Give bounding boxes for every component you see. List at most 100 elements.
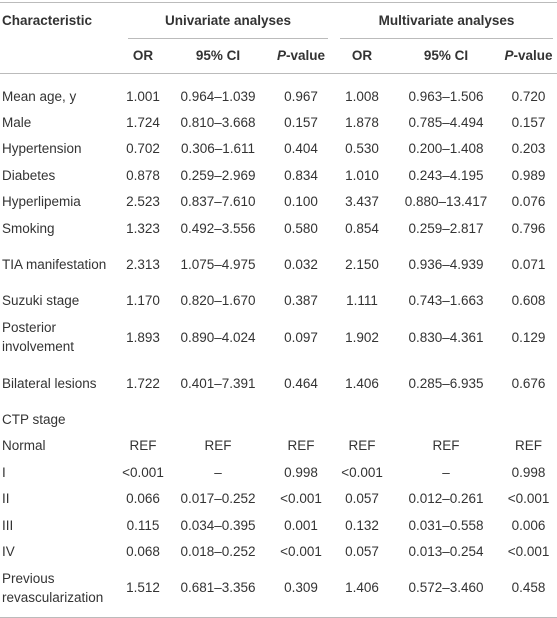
table-row: CTP stage: [0, 406, 557, 433]
cell: 0.309: [284, 580, 318, 596]
cell: 0.676: [511, 375, 546, 391]
cell: 0.837–7.610: [180, 194, 256, 210]
cell: <0.001: [341, 464, 383, 480]
cell: 0.834: [284, 167, 318, 183]
cell: 1.008: [345, 88, 379, 104]
table-row: III 0.115 0.034–0.395 0.001 0.132 0.031–0.558…: [0, 512, 557, 539]
table-row: Hyperlipemia 2.523 0.837–7.610 0.100 3.437 0.…: [0, 189, 557, 216]
cell: 0.998: [511, 464, 546, 480]
empty-cell: [166, 406, 270, 433]
cell: 0.702: [126, 141, 160, 157]
cell: 0.963–1.506: [408, 88, 484, 104]
table-row: Smoking 1.323 0.492–3.556 0.580 0.854 0.259–2…: [0, 215, 557, 242]
cell: 0.132: [345, 517, 379, 533]
row-label: Normal: [2, 438, 46, 454]
cell: 2.523: [126, 194, 160, 210]
cell: <0.001: [507, 491, 550, 507]
group-label: Multivariate analyses: [340, 3, 554, 39]
table-header: Characteristic Univariate analyses Multiva…: [0, 3, 557, 73]
empty-cell: [392, 406, 500, 433]
cell: –: [214, 464, 222, 480]
row-label: CTP stage: [2, 411, 66, 427]
table-row: TIA manifestation 2.313 1.075–4.975 0.032 2.…: [0, 242, 557, 288]
cell: 0.001: [284, 517, 318, 533]
row-label: Mean age, y: [2, 88, 77, 104]
cell: REF: [204, 438, 232, 454]
column-header: 95% CI: [423, 48, 469, 64]
cell: 0.006: [511, 517, 546, 533]
table-row: Suzuki stage 1.170 0.820–1.670 0.387 1.111 0.…: [0, 288, 557, 315]
table-row: Previous revascularization 1.512 0.681–3.3…: [0, 565, 557, 617]
cell: 0.200–1.408: [408, 141, 484, 157]
cell: 0.068: [126, 544, 160, 560]
column-header: OR: [132, 48, 154, 64]
cell: 0.013–0.254: [408, 544, 484, 560]
cell: 0.810–3.668: [180, 114, 256, 130]
table-row: II 0.066 0.017–0.252 <0.001 0.057 0.012–0.261…: [0, 486, 557, 513]
cell: 0.076: [511, 194, 546, 210]
empty-cell: [120, 406, 166, 433]
cell: 0.285–6.935: [408, 375, 484, 391]
cell: <0.001: [507, 544, 550, 560]
column-header-italic: P: [504, 48, 514, 64]
row-label: Male: [2, 114, 32, 130]
cell: 0.580: [284, 220, 318, 236]
table-row: I <0.001 – 0.998 <0.001 – 0.998: [0, 459, 557, 486]
cell: 0.820–1.670: [180, 293, 256, 309]
cell: 0.796: [511, 220, 546, 236]
column-header-italic: P: [276, 48, 286, 64]
cell: 0.785–4.494: [408, 114, 484, 130]
cell: 1.010: [345, 167, 379, 183]
cell: 0.464: [284, 375, 318, 391]
group-header: Univariate analyses: [120, 3, 332, 39]
cell: 0.097: [284, 329, 318, 345]
column-header: 95% CI: [195, 48, 241, 64]
cell: 0.017–0.252: [180, 491, 256, 507]
cell: 0.967: [284, 88, 318, 104]
cell: 1.878: [345, 114, 379, 130]
cell: 0.018–0.252: [180, 544, 256, 560]
cell: 0.989: [511, 167, 546, 183]
cell: 0.492–3.556: [180, 220, 256, 236]
cell: REF: [348, 438, 376, 454]
cell: 1.512: [126, 580, 160, 596]
cell: 0.066: [126, 491, 160, 507]
table-row: Hypertension 0.702 0.306–1.611 0.404 0.530 0.…: [0, 136, 557, 163]
cell: 0.404: [284, 141, 318, 157]
row-label: Diabetes: [2, 167, 56, 183]
cell: 3.437: [345, 194, 379, 210]
cell: <0.001: [280, 491, 322, 507]
cell: 0.032: [284, 257, 318, 272]
cell: 1.893: [126, 329, 160, 345]
empty-cell: [332, 406, 392, 433]
cell: 1.111: [346, 293, 378, 309]
cell: 0.157: [284, 114, 318, 130]
cell: 0.157: [511, 114, 546, 130]
cell: 0.100: [284, 194, 318, 210]
table-row: IV 0.068 0.018–0.252 <0.001 0.057 0.013–0.254…: [0, 539, 557, 566]
cell: 0.057: [345, 544, 379, 560]
cell: 0.115: [126, 517, 160, 533]
cell: 1.722: [126, 375, 160, 391]
cell: 0.964–1.039: [180, 88, 256, 104]
table-row: Bilateral lesions 1.722 0.401–7.391 0.464 1.…: [0, 360, 557, 406]
column-header: P-value: [500, 39, 557, 73]
cell: 0.031–0.558: [408, 517, 484, 533]
row-label: Hyperlipemia: [2, 194, 81, 210]
cell: 0.203: [511, 141, 546, 157]
row-label: III: [2, 517, 14, 533]
cell: 0.012–0.261: [408, 491, 484, 507]
table-row: Normal REF REF REF REF REF REF: [0, 433, 557, 460]
cell: 0.572–3.460: [408, 580, 484, 596]
cell: 0.458: [511, 580, 546, 596]
cell: 0.071: [511, 257, 546, 272]
cell: 0.743–1.663: [408, 293, 484, 309]
cell: 0.681–3.356: [180, 580, 256, 596]
row-label: IV: [2, 544, 15, 560]
row-label: Smoking: [2, 220, 55, 236]
cell: 0.259–2.817: [408, 220, 484, 236]
cell: 0.880–13.417: [404, 194, 488, 210]
table-row: Diabetes 0.878 0.259–2.969 0.834 1.010 0.243–…: [0, 162, 557, 189]
